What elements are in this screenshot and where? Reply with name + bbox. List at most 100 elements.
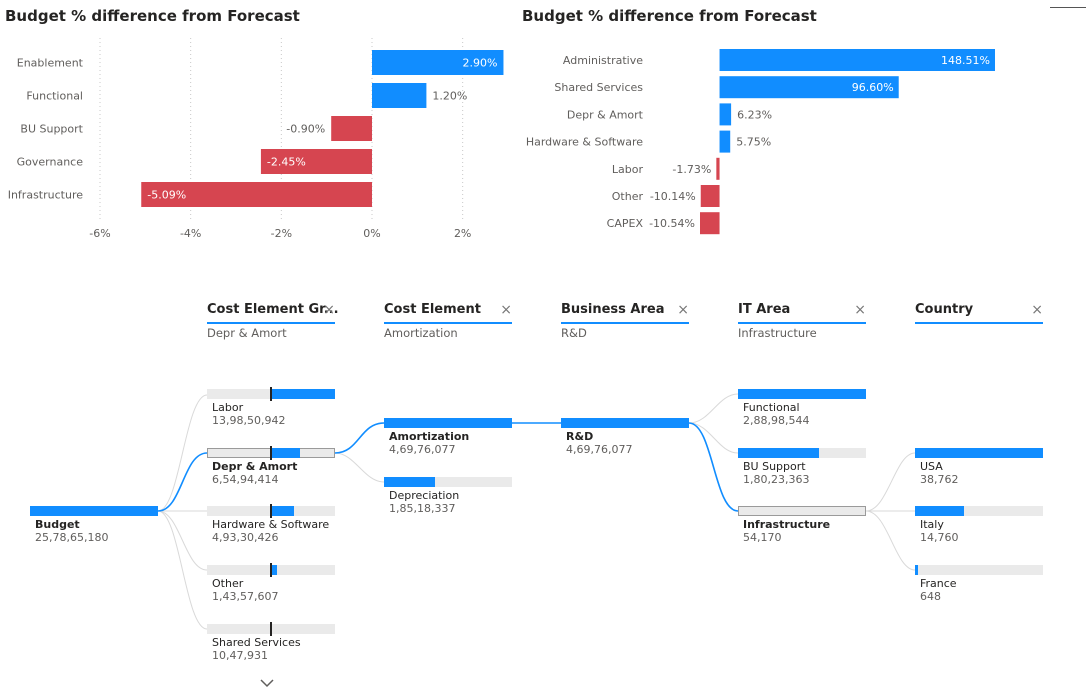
dt-selected-it-area: Infrastructure: [738, 326, 817, 340]
data-label: 2.90%: [463, 57, 498, 70]
node-track: [738, 506, 866, 516]
tree-link-active: [157, 452, 208, 512]
tree-link: [688, 422, 739, 454]
close-icon[interactable]: ×: [854, 302, 866, 318]
tree-node-budget[interactable]: Budget 25,78,65,180: [30, 506, 158, 546]
dt-header-it-area: IT Area ×: [738, 302, 866, 324]
tree-node-depr-amort[interactable]: Depr & Amort 6,54,94,414: [207, 446, 335, 488]
data-label: 148.51%: [941, 54, 990, 67]
tree-link: [865, 510, 916, 571]
close-icon[interactable]: ×: [500, 302, 512, 318]
node-value: 4,69,76,077: [566, 443, 633, 456]
left-bar-chart: -6% -4% -2% 0% 2% Enablement 2.90% Functional 1.…: [8, 38, 504, 240]
tree-link: [157, 510, 208, 571]
x-tick-label: -4%: [180, 227, 201, 240]
node-label: Depr & Amort: [212, 460, 298, 473]
data-label: -2.45%: [267, 156, 306, 169]
bar: [719, 130, 731, 153]
category-label: Hardware & Software: [526, 136, 643, 149]
tree-node-italy[interactable]: Italy 14,760: [915, 506, 1043, 546]
x-tick-label: -2%: [271, 227, 292, 240]
node-label: Functional: [743, 401, 800, 414]
node-label: Shared Services: [212, 636, 301, 649]
node-bar: [271, 565, 278, 575]
node-baseline: [270, 446, 272, 460]
tree-link: [334, 452, 385, 483]
tree-link-active: [334, 422, 385, 454]
node-bar: [271, 389, 335, 399]
node-bar: [384, 477, 435, 487]
chevron-down-icon[interactable]: [259, 677, 275, 689]
tree-link: [157, 394, 208, 512]
node-label: Labor: [212, 401, 244, 414]
x-tick-label: 0%: [363, 227, 380, 240]
node-bar: [271, 506, 295, 516]
close-icon[interactable]: ×: [1031, 302, 1043, 318]
tree-node-france[interactable]: France 648: [915, 565, 1043, 605]
node-value: 38,762: [920, 473, 959, 486]
node-value: 4,93,30,426: [212, 531, 279, 544]
data-label: -1.73%: [672, 163, 711, 176]
right-bar-chart: Administrative 148.51% Shared Services 96.6…: [526, 49, 995, 235]
node-value: 6,54,94,414: [212, 473, 279, 486]
x-tick-label: 2%: [454, 227, 471, 240]
tree-node-rd[interactable]: R&D 4,69,76,077: [561, 418, 689, 458]
node-track: [384, 477, 512, 487]
node-bar: [561, 418, 689, 428]
node-value: 25,78,65,180: [35, 531, 109, 544]
tree-node-hardware-software[interactable]: Hardware & Software 4,93,30,426: [207, 504, 335, 546]
category-label: Shared Services: [554, 81, 643, 94]
bar: [700, 185, 720, 207]
dt-header-title: Business Area: [561, 302, 665, 317]
node-value: 13,98,50,942: [212, 414, 286, 427]
node-baseline: [270, 622, 272, 636]
dt-header-country: Country ×: [915, 302, 1043, 324]
node-value: 1,85,18,337: [389, 502, 456, 515]
dt-header-title: IT Area: [738, 302, 791, 317]
tree-node-bu-support[interactable]: BU Support 1,80,23,363: [738, 448, 866, 488]
data-label: 6.23%: [737, 108, 772, 121]
bar: [372, 83, 427, 108]
tree-node-infrastructure[interactable]: Infrastructure 54,170: [738, 506, 866, 546]
node-track: [915, 565, 1043, 575]
category-label: CAPEX: [607, 217, 644, 230]
bar: [719, 49, 995, 71]
tree-node-labor[interactable]: Labor 13,98,50,942: [207, 387, 335, 429]
tree-node-depreciation[interactable]: Depreciation 1,85,18,337: [384, 477, 512, 517]
node-value: 1,43,57,607: [212, 590, 279, 603]
category-label: Functional: [26, 90, 83, 103]
category-label: Other: [612, 190, 644, 203]
tree-node-functional[interactable]: Functional 2,88,98,544: [738, 389, 866, 429]
node-bar: [271, 448, 301, 458]
close-icon[interactable]: ×: [677, 302, 689, 318]
node-bar: [738, 448, 819, 458]
node-label: Infrastructure: [743, 518, 831, 531]
node-value: 4,69,76,077: [389, 443, 456, 456]
close-icon[interactable]: ×: [323, 302, 335, 318]
tree-link: [688, 393, 739, 424]
tree-node-usa[interactable]: USA 38,762: [915, 448, 1043, 488]
node-label: R&D: [566, 430, 594, 443]
data-label: -5.09%: [147, 189, 186, 202]
tree-node-other[interactable]: Other 1,43,57,607: [207, 563, 335, 605]
dt-header-title: Cost Element Gr...: [207, 302, 339, 317]
bar: [716, 157, 720, 180]
bar: [719, 76, 899, 99]
node-value: 1,80,23,363: [743, 473, 810, 486]
bar: [700, 212, 720, 235]
data-label: -0.90%: [286, 123, 325, 136]
node-label: Amortization: [389, 430, 470, 443]
node-value: 14,760: [920, 531, 959, 544]
data-label: -10.54%: [649, 217, 695, 230]
dt-selected-cost-element: Amortization: [384, 326, 458, 340]
category-label: BU Support: [20, 123, 83, 136]
node-label: USA: [920, 460, 943, 473]
tree-node-shared-services[interactable]: Shared Services 10,47,931: [207, 622, 335, 664]
node-track: [915, 506, 1043, 516]
node-bar: [30, 506, 158, 516]
visual-header-line: [1050, 7, 1086, 8]
node-label: Hardware & Software: [212, 518, 330, 531]
tree-node-amortization[interactable]: Amortization 4,69,76,077: [384, 418, 512, 458]
dt-header-title: Cost Element: [384, 302, 481, 317]
